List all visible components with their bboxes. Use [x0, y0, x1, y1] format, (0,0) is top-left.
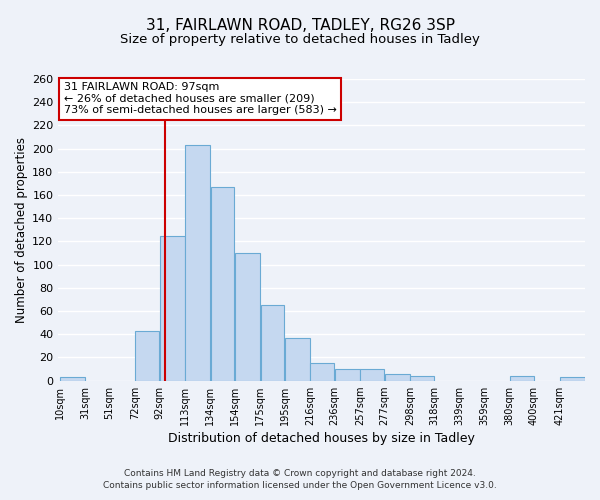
Text: Contains public sector information licensed under the Open Government Licence v3: Contains public sector information licen… — [103, 481, 497, 490]
Text: 31 FAIRLAWN ROAD: 97sqm
← 26% of detached houses are smaller (209)
73% of semi-d: 31 FAIRLAWN ROAD: 97sqm ← 26% of detache… — [64, 82, 337, 115]
Y-axis label: Number of detached properties: Number of detached properties — [15, 137, 28, 323]
Bar — [185, 145, 210, 380]
Text: Contains HM Land Registry data © Crown copyright and database right 2024.: Contains HM Land Registry data © Crown c… — [124, 468, 476, 477]
Bar — [510, 376, 533, 380]
Bar — [360, 369, 384, 380]
Bar — [160, 236, 185, 380]
X-axis label: Distribution of detached houses by size in Tadley: Distribution of detached houses by size … — [168, 432, 475, 445]
Bar — [235, 253, 260, 380]
Bar — [211, 187, 235, 380]
Bar — [385, 374, 410, 380]
Bar — [310, 364, 334, 380]
Bar — [560, 377, 584, 380]
Bar — [260, 306, 284, 380]
Bar — [410, 376, 434, 380]
Bar — [60, 377, 85, 380]
Text: 31, FAIRLAWN ROAD, TADLEY, RG26 3SP: 31, FAIRLAWN ROAD, TADLEY, RG26 3SP — [146, 18, 455, 32]
Bar — [135, 331, 159, 380]
Bar — [335, 369, 359, 380]
Bar — [285, 338, 310, 380]
Text: Size of property relative to detached houses in Tadley: Size of property relative to detached ho… — [120, 32, 480, 46]
